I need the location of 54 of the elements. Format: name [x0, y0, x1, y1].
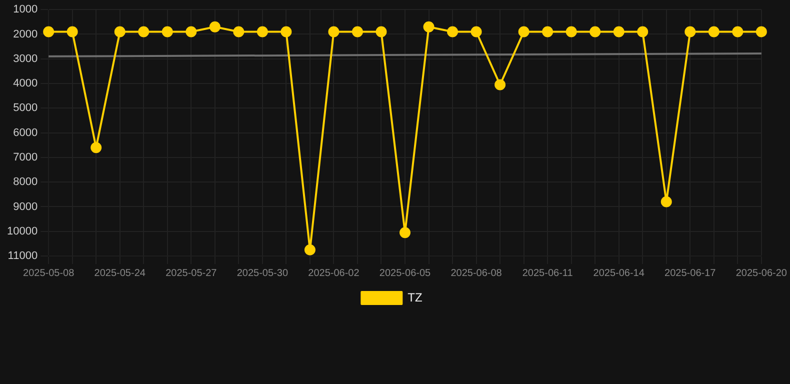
point — [637, 26, 648, 38]
point — [304, 244, 316, 256]
x-tick-label: 2025-06-08 — [450, 268, 502, 279]
point — [732, 26, 744, 38]
point — [590, 26, 601, 38]
y-tick-label: 5000 — [13, 102, 38, 114]
x-tick-label: 2025-06-20 — [736, 268, 788, 279]
point — [114, 26, 126, 38]
y-tick-label: 1000 — [13, 4, 38, 16]
point — [566, 26, 577, 38]
point — [186, 26, 197, 38]
point — [256, 26, 268, 38]
x-tick-label: 2025-06-14 — [593, 268, 645, 279]
y-tick-label: 2000 — [13, 28, 38, 40]
y-tick-label: 11000 — [8, 250, 38, 262]
point — [328, 26, 340, 38]
point — [280, 26, 292, 38]
y-tick-label: 9000 — [13, 200, 38, 213]
y-tick-label: 8000 — [13, 176, 38, 188]
x-tick-label: 2025-05-30 — [236, 268, 288, 279]
point — [66, 26, 78, 38]
legend-label: TZ — [408, 290, 422, 304]
point — [162, 26, 173, 38]
x-tick-label: 2025-06-05 — [379, 268, 432, 279]
y-tick-label: 6000 — [13, 126, 38, 139]
point — [756, 26, 767, 38]
x-tick-label: 2025-05-27 — [166, 268, 218, 279]
x-tick-label: 2025-06-17 — [664, 268, 716, 279]
point — [400, 227, 411, 238]
x-tick-label: 2025-06-02 — [308, 268, 360, 279]
point — [470, 26, 482, 38]
point — [352, 26, 363, 38]
point — [518, 26, 530, 38]
point — [494, 79, 506, 90]
point — [660, 196, 672, 208]
point — [376, 26, 387, 38]
point — [43, 26, 54, 38]
y-tick-label: 10000 — [6, 225, 38, 238]
point — [423, 21, 434, 32]
x-tick-label: 2025-05-24 — [94, 268, 146, 279]
x-tick-label: 2025-05-08 — [23, 268, 75, 279]
point — [613, 26, 624, 38]
y-tick-label: 3000 — [13, 52, 38, 65]
point — [233, 26, 244, 38]
point — [138, 26, 150, 38]
point — [684, 26, 696, 38]
x-tick-label: 2025-06-11 — [522, 268, 574, 279]
point — [209, 21, 220, 32]
point — [90, 142, 102, 154]
point — [542, 26, 554, 38]
point — [447, 26, 458, 38]
y-tick-label: 7000 — [13, 151, 38, 164]
y-tick-label: 4000 — [13, 78, 38, 90]
point — [708, 26, 720, 38]
